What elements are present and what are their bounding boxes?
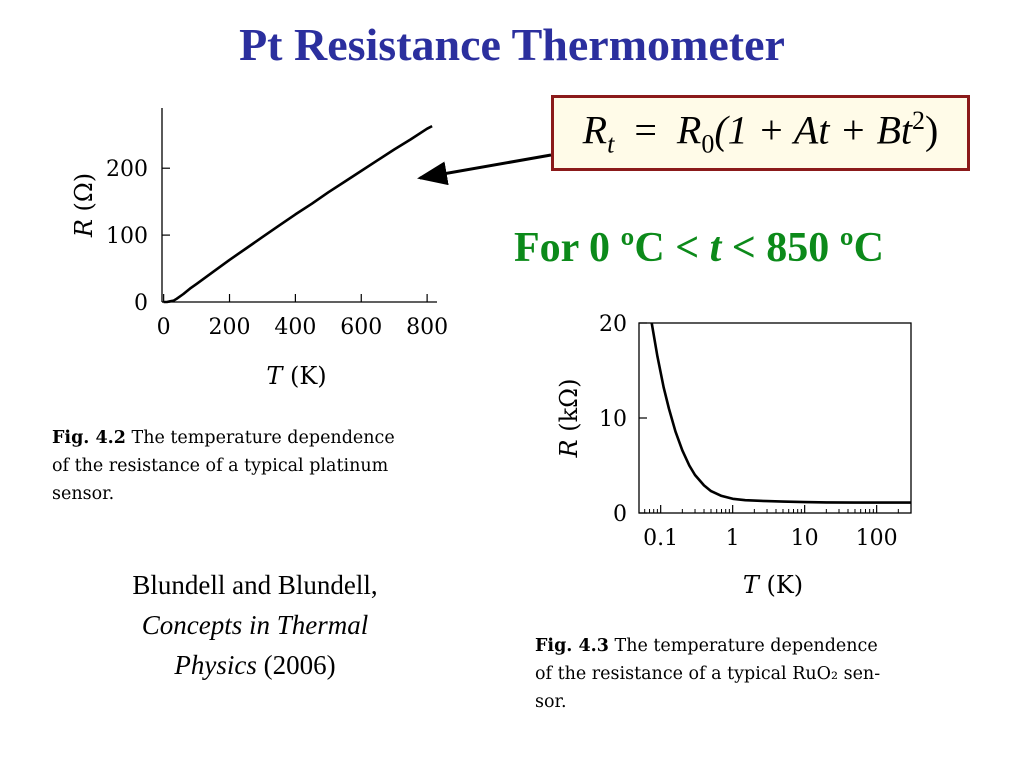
- x-tick-label: 800: [406, 315, 448, 340]
- eq-lhs-sub: t: [607, 129, 615, 159]
- range-prefix: For 0 ºC: [514, 225, 676, 271]
- x-tick-label: 0.1: [643, 526, 678, 551]
- citation-book-line1: Concepts in Thermal: [141, 610, 369, 640]
- range-suffix: 850 ºC: [755, 225, 884, 271]
- citation: Blundell and Blundell, Concepts in Therm…: [95, 565, 415, 685]
- fig43-line3: sor.: [535, 692, 567, 712]
- y-axis-label: R (kΩ): [555, 379, 583, 459]
- eq-rhs-sub: 0: [701, 129, 715, 159]
- temperature-range: For 0 ºC < t < 850 ºC: [514, 224, 884, 272]
- chart-ruo2: 0.1 1 10 100 0 10 20 T (K) R (kΩ): [555, 312, 912, 599]
- eq-equals: =: [634, 107, 657, 153]
- fig43-label: Fig. 4.3: [535, 636, 609, 656]
- eq-rhs-symbol: R: [676, 107, 702, 153]
- equation-box: Rt = R0(1 + At + Bt2): [551, 95, 970, 171]
- slide-title: Pt Resistance Thermometer: [239, 19, 785, 70]
- range-var: t: [699, 225, 732, 271]
- series-line: [650, 322, 911, 504]
- fig43-line1: The temperature dependence: [608, 636, 878, 656]
- x-tick-label: 200: [209, 315, 251, 340]
- y-tick-label: 20: [599, 312, 627, 337]
- range-lt2: <: [731, 225, 756, 271]
- pointer-arrow: [417, 153, 552, 186]
- plot-frame: [638, 322, 912, 514]
- caption-fig-4-2: Fig. 4.2 The temperature dependence of t…: [52, 424, 395, 508]
- y-tick-label: 0: [613, 502, 627, 527]
- caption-fig-4-3: Fig. 4.3 The temperature dependence of t…: [535, 632, 880, 716]
- citation-year: (2006): [256, 650, 336, 680]
- x-tick-label: 600: [340, 315, 382, 340]
- fig42-line2: of the resistance of a typical platinum: [52, 456, 389, 476]
- x-axis-label: T (K): [743, 571, 803, 599]
- x-axis-label: T (K): [266, 362, 326, 390]
- eq-rhs-body: (1 + At + Bt: [714, 107, 913, 153]
- y-tick-label: 0: [134, 291, 148, 316]
- eq-power: 2: [912, 106, 926, 136]
- range-lt1: <: [675, 225, 700, 271]
- fig43-line2: of the resistance of a typical RuO₂ sen-: [535, 664, 881, 684]
- citation-book-line2: Physics: [174, 650, 257, 680]
- chart-platinum: 0 200 400 600 800 0 100 200 T (K) R (Ω): [70, 108, 448, 390]
- eq-lhs-symbol: R: [582, 107, 608, 153]
- series-line: [163, 124, 433, 304]
- x-tick-label: 10: [791, 526, 819, 551]
- equation: Rt = R0(1 + At + Bt2): [583, 106, 939, 159]
- x-tick-label: 400: [274, 315, 316, 340]
- y-tick-label: 200: [106, 157, 148, 182]
- y-tick-label: 10: [599, 407, 627, 432]
- x-tick-label: 100: [856, 526, 898, 551]
- fig42-label: Fig. 4.2: [52, 428, 126, 448]
- citation-authors: Blundell and Blundell,: [132, 570, 378, 600]
- y-axis-label: R (Ω): [70, 173, 98, 238]
- x-tick-label: 1: [726, 526, 740, 551]
- y-tick-label: 100: [106, 224, 148, 249]
- eq-close: ): [925, 107, 939, 153]
- fig42-line1: The temperature dependence: [125, 428, 395, 448]
- x-tick-label: 0: [157, 315, 171, 340]
- fig42-line3: sensor.: [52, 484, 115, 504]
